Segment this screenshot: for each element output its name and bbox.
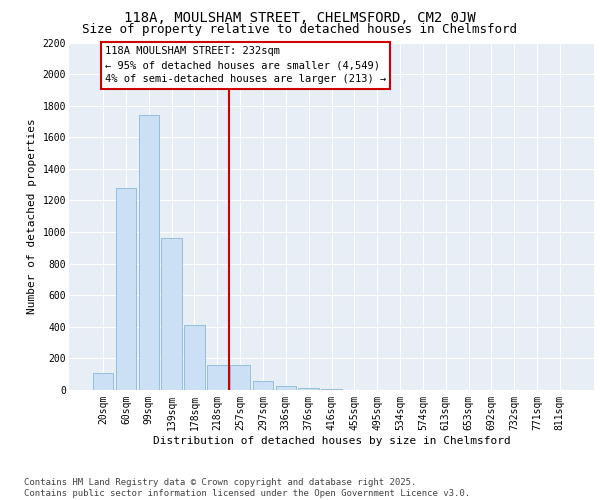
Text: 118A MOULSHAM STREET: 232sqm
← 95% of detached houses are smaller (4,549)
4% of : 118A MOULSHAM STREET: 232sqm ← 95% of de… — [105, 46, 386, 84]
Bar — [116, 188, 136, 390]
Bar — [321, 389, 342, 390]
Bar — [253, 380, 273, 390]
X-axis label: Distribution of detached houses by size in Chelmsford: Distribution of detached houses by size … — [152, 436, 511, 446]
Bar — [230, 364, 250, 390]
Bar — [161, 238, 182, 390]
Bar — [298, 388, 319, 390]
Text: Size of property relative to detached houses in Chelmsford: Size of property relative to detached ho… — [83, 23, 517, 36]
Y-axis label: Number of detached properties: Number of detached properties — [27, 118, 37, 314]
Bar — [207, 364, 227, 390]
Bar — [275, 386, 296, 390]
Text: 118A, MOULSHAM STREET, CHELMSFORD, CM2 0JW: 118A, MOULSHAM STREET, CHELMSFORD, CM2 0… — [124, 11, 476, 25]
Text: Contains HM Land Registry data © Crown copyright and database right 2025.
Contai: Contains HM Land Registry data © Crown c… — [24, 478, 470, 498]
Bar — [139, 115, 159, 390]
Bar — [184, 325, 205, 390]
Bar — [93, 372, 113, 390]
